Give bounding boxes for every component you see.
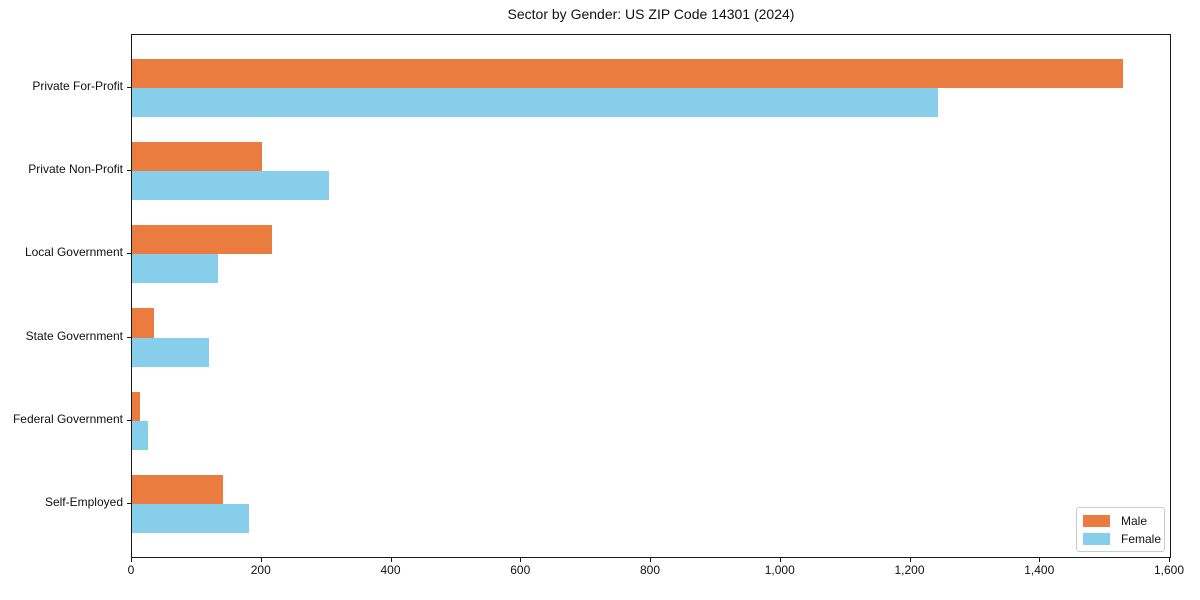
bar-female-4 (132, 420, 148, 450)
y-axis-tick (127, 86, 131, 88)
male-series-swatch (1083, 514, 1110, 527)
bar-female-1 (132, 171, 329, 201)
y-axis-tick (127, 419, 131, 421)
x-axis-tick (131, 558, 132, 562)
x-axis-tick (779, 558, 781, 562)
x-axis-label: 600 (510, 563, 531, 577)
y-axis-label: Local Government (24, 245, 123, 260)
bar-male-4 (132, 391, 141, 421)
x-axis-tick (650, 558, 651, 562)
y-axis-tick (127, 336, 131, 338)
chart-title: Sector by Gender: US ZIP Code 14301 (202… (507, 6, 795, 22)
x-axis-label: 1,200 (894, 563, 925, 577)
y-axis-label: State Government (25, 328, 123, 343)
y-axis-label: Federal Government (12, 411, 123, 426)
y-axis-label: Private For-Profit (32, 78, 123, 93)
x-axis-tick (1169, 558, 1170, 562)
x-axis-label: 800 (639, 563, 661, 577)
legend-label-male: Male (1121, 513, 1148, 528)
plot-area (131, 34, 1171, 558)
bar-female-2 (132, 254, 219, 284)
y-axis-label: Self-Employed (44, 495, 123, 510)
bar-male-3 (132, 308, 155, 338)
bar-male-2 (132, 225, 273, 255)
bar-female-5 (132, 504, 249, 534)
legend-item-male: Male (1083, 513, 1158, 528)
x-axis-label: 0 (127, 563, 135, 577)
x-axis-label: 1,400 (1024, 563, 1055, 577)
x-axis-tick (1039, 558, 1041, 562)
legend-label-female: Female (1121, 531, 1162, 546)
x-axis-tick (390, 558, 392, 562)
y-axis-label: Private Non-Profit (28, 162, 123, 177)
x-axis-label: 1,600 (1153, 563, 1185, 577)
y-axis-tick (127, 503, 131, 505)
x-axis-label: 200 (250, 563, 271, 577)
y-axis-tick (127, 253, 131, 255)
x-axis-tick (260, 558, 262, 562)
female-series-swatch (1083, 532, 1110, 545)
x-axis-label: 1,000 (764, 563, 795, 577)
x-axis-label: 400 (380, 563, 401, 577)
bar-female-0 (132, 87, 939, 117)
bar-male-5 (132, 474, 223, 505)
y-axis-tick (127, 170, 131, 172)
legend: Male Female (1076, 507, 1165, 552)
x-axis-tick (520, 558, 522, 562)
bar-male-1 (132, 141, 262, 172)
x-axis-tick (909, 558, 911, 562)
bar-male-0 (132, 58, 1124, 88)
legend-item-female: Female (1083, 531, 1162, 546)
bar-female-3 (132, 337, 210, 367)
